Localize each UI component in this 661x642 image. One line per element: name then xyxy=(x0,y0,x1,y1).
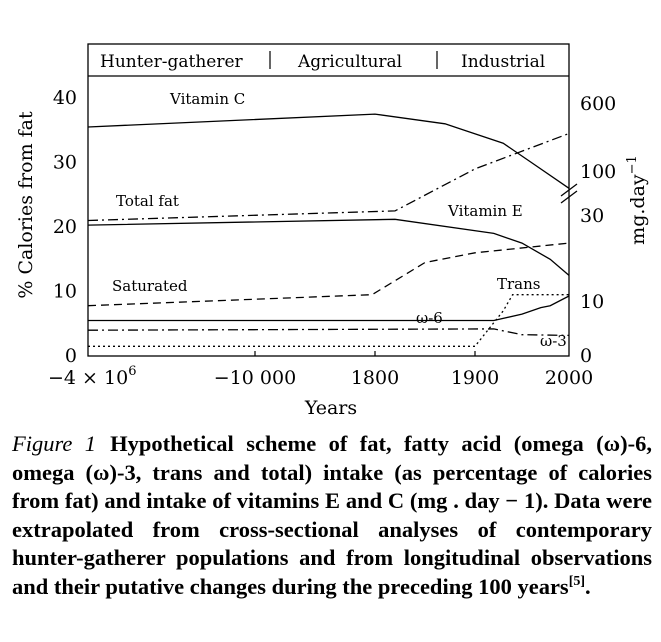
y2-tick-label: 0 xyxy=(580,345,592,367)
y-tick-label: 40 xyxy=(53,87,77,109)
x-tick-label-main: −4 × 10 xyxy=(48,367,128,389)
y2-tick-label: 30 xyxy=(580,205,604,227)
caption-text: Hypothetical scheme of fat, fatty acid (… xyxy=(12,431,652,599)
plot-border xyxy=(87,43,570,357)
caption-reference: [5] xyxy=(568,573,586,589)
x-tick-label-sup: 6 xyxy=(128,364,136,379)
series-label-2: Vitamin E xyxy=(447,202,523,220)
y2-axis-label: mg.day−1 xyxy=(625,155,649,245)
fat-intake-chart: Hunter-gatherer Agricultural Industrial Vi… xyxy=(15,43,649,419)
series-line-2 xyxy=(87,218,570,276)
y2-tick-label: 100 xyxy=(580,161,616,183)
series-line-1 xyxy=(87,132,570,222)
plot-frame xyxy=(87,43,570,357)
era-label-hunter-gatherer: Hunter-gatherer xyxy=(100,52,244,72)
series-lines xyxy=(87,113,570,347)
y2-tick-label: 600 xyxy=(580,93,616,115)
series-label-0: Vitamin C xyxy=(169,90,245,108)
axis-ticks: 0 10 20 30 40 % Calories from fat 0 10 30 100 600 m… xyxy=(15,87,649,419)
y2-axis-label-main: mg.day xyxy=(627,174,649,245)
x-tick-label: −4 × 106 xyxy=(48,364,136,389)
series-label-5: ω-3 xyxy=(540,332,567,350)
x-tick-label: 2000 xyxy=(545,367,593,389)
series-line-0 xyxy=(87,113,570,189)
era-label-agricultural: Agricultural xyxy=(297,52,402,72)
y-tick-label: 10 xyxy=(53,281,77,303)
series-label-1: Total fat xyxy=(116,192,179,210)
axis-break-mark xyxy=(560,190,578,204)
x-tick-label: 1900 xyxy=(451,367,499,389)
era-headers: Hunter-gatherer Agricultural Industrial xyxy=(100,51,545,72)
caption-end: . xyxy=(585,573,591,599)
y-tick-label: 30 xyxy=(53,152,77,174)
figure-label: Figure 1 xyxy=(12,431,97,456)
y2-tick-label: 10 xyxy=(580,291,604,313)
axis-break-mark xyxy=(560,183,578,197)
series-label-6: Trans xyxy=(497,275,540,293)
x-axis-label: Years xyxy=(304,397,357,419)
series-label-4: ω-6 xyxy=(416,309,443,327)
x-tick-label: −10 000 xyxy=(214,367,296,389)
series-line-3 xyxy=(87,242,570,307)
series-line-4 xyxy=(88,295,570,322)
x-tick-label: 1800 xyxy=(351,367,399,389)
y-tick-label: 20 xyxy=(53,216,77,238)
y-tick-label: 0 xyxy=(65,345,77,367)
y-axis-label: % Calories from fat xyxy=(15,111,37,299)
series-label-3: Saturated xyxy=(112,277,188,295)
series-labels: Vitamin C Total fat Vitamin E Saturated ω-6 ω… xyxy=(112,90,567,350)
y2-axis-label-sup: −1 xyxy=(625,155,640,174)
figure-caption: Figure 1 Hypothetical scheme of fat, fatt… xyxy=(12,430,652,601)
series-line-5 xyxy=(87,328,570,337)
era-label-industrial: Industrial xyxy=(461,52,545,72)
